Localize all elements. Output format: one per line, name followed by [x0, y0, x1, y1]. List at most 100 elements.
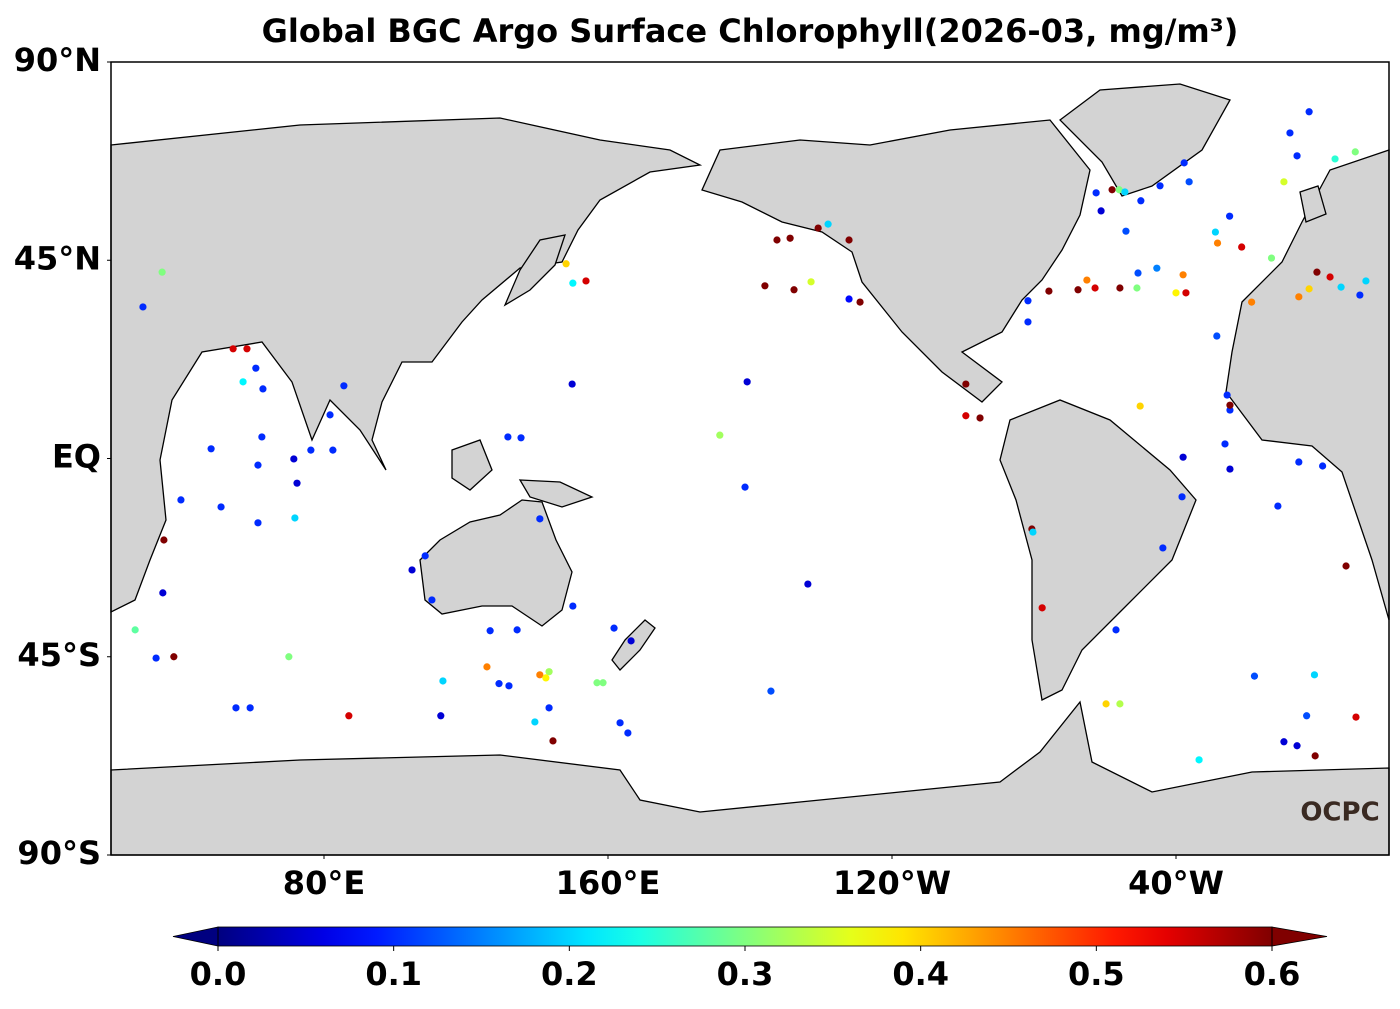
y-tick-label: 90°S: [17, 834, 101, 872]
argo-float: [1213, 332, 1221, 340]
argo-float: [1038, 604, 1046, 612]
argo-float: [824, 220, 832, 228]
argo-float: [1136, 402, 1144, 410]
argo-float: [408, 566, 416, 574]
argo-float: [582, 277, 590, 285]
australia: [419, 499, 573, 627]
argo-float: [131, 626, 139, 634]
argo-float: [845, 236, 853, 244]
argo-float: [1331, 155, 1339, 163]
argo-float: [290, 455, 298, 463]
argo-float: [291, 514, 299, 522]
argo-float: [345, 712, 353, 720]
argo-float: [1351, 148, 1359, 156]
x-tick-label: 160°E: [556, 864, 661, 902]
argo-float: [549, 737, 557, 745]
argo-float: [536, 671, 544, 679]
argo-float: [486, 627, 494, 635]
argo-float: [1311, 752, 1319, 760]
argo-float: [1267, 254, 1276, 262]
argo-float: [1319, 462, 1327, 470]
argo-float: [610, 624, 618, 632]
japan: [503, 234, 566, 307]
argo-float: [1226, 401, 1234, 409]
argo-float: [1179, 271, 1187, 279]
argo-float: [1115, 186, 1123, 194]
argo-float: [1313, 268, 1321, 276]
argo-float: [1293, 742, 1301, 750]
argo-float: [158, 268, 166, 276]
argo-float: [786, 234, 794, 242]
y-tick-label: 90°N: [14, 41, 101, 79]
new-zealand: [611, 619, 656, 671]
argo-float: [340, 382, 348, 390]
argo-float: [1045, 287, 1053, 295]
points: [131, 108, 1370, 764]
argo-float: [599, 679, 607, 687]
argo-float: [624, 729, 632, 737]
argo-float: [217, 503, 225, 511]
argo-float: [1134, 269, 1142, 277]
argo-float: [139, 303, 147, 311]
argo-float: [239, 378, 247, 386]
argo-float: [1362, 277, 1370, 285]
argo-float: [545, 668, 553, 676]
colorbar-tick-label: 0.0: [190, 955, 247, 993]
argo-float: [1280, 178, 1288, 186]
colorbar: [218, 927, 1272, 946]
colorbar-tick-label: 0.3: [717, 955, 774, 993]
argo-float: [976, 414, 984, 422]
colorbar-extend-high: [1271, 926, 1328, 947]
argo-float: [1185, 178, 1193, 186]
argo-float: [761, 282, 769, 290]
argo-float: [1295, 293, 1303, 301]
argo-float: [495, 680, 503, 688]
argo-float: [1337, 283, 1345, 291]
argo-float: [569, 602, 577, 610]
greenland: [1059, 83, 1231, 197]
argo-float: [1116, 700, 1124, 708]
argo-float: [1213, 239, 1222, 247]
argo-float: [504, 433, 512, 441]
argo-float: [1293, 152, 1301, 160]
argo-float: [483, 663, 491, 671]
argo-float: [773, 236, 781, 244]
eurasia-africa-east: [110, 117, 703, 614]
watermark: OCPC: [1300, 798, 1379, 828]
argo-float: [1342, 562, 1350, 570]
argo-float: [1156, 182, 1164, 190]
argo-float: [1180, 159, 1188, 167]
argo-float: [1303, 712, 1311, 720]
argo-float: [513, 626, 521, 634]
argo-float: [1108, 186, 1116, 194]
argo-float: [1182, 289, 1190, 297]
chart-title: Global BGC Argo Surface Chlorophyll(2026…: [262, 12, 1239, 50]
argo-float: [1295, 458, 1303, 466]
argo-float: [1122, 227, 1130, 235]
argo-float: [804, 580, 812, 588]
argo-float: [1211, 228, 1220, 236]
colorbar-tick-label: 0.5: [1068, 955, 1125, 993]
argo-float: [1248, 298, 1256, 306]
y-tick-label: 45°S: [17, 636, 101, 674]
x-tick-label: 80°E: [283, 864, 365, 902]
argo-float: [254, 461, 262, 469]
argo-float: [170, 653, 178, 661]
argo-float: [517, 434, 525, 442]
argo-float: [807, 278, 815, 286]
argo-float: [1195, 756, 1203, 764]
argo-float: [562, 260, 570, 268]
colorbar-tick-label: 0.2: [541, 955, 598, 993]
argo-float: [531, 718, 539, 726]
argo-float: [1029, 528, 1037, 536]
argo-float: [1092, 189, 1100, 197]
argo-float: [329, 446, 337, 454]
argo-float: [1159, 544, 1167, 552]
argo-float: [1310, 671, 1319, 679]
argo-float: [1097, 207, 1105, 215]
x-tick-label: 120°W: [833, 864, 951, 902]
argo-float: [421, 552, 429, 560]
argo-float: [1172, 289, 1180, 297]
colorbar-tick-label: 0.1: [365, 955, 422, 993]
argo-float: [152, 654, 160, 662]
